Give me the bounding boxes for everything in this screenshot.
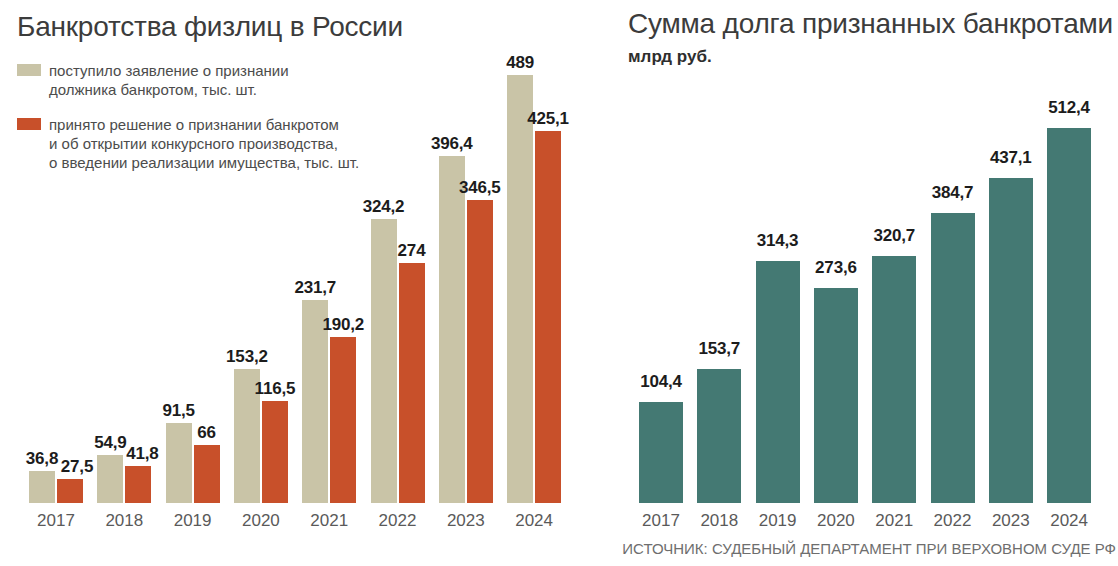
bar-declared [194, 445, 220, 503]
value-label: 41,8 [126, 444, 158, 464]
right-chart-subtitle: млрд руб. [628, 47, 712, 67]
bar-debt [697, 369, 741, 503]
legend-label: принято решение о признании банкротоми о… [49, 115, 359, 172]
x-axis-label: 2019 [759, 511, 797, 531]
x-axis-label: 2018 [105, 511, 143, 531]
bar-debt [639, 402, 683, 503]
value-label: 153,7 [699, 339, 741, 359]
value-label: 91,5 [162, 401, 194, 421]
bar-debt [989, 178, 1033, 503]
bar-debt [756, 261, 800, 503]
bar-declared [399, 263, 425, 503]
value-label: 320,7 [873, 226, 915, 246]
legend-item: поступило заявление о признаниидолжника … [17, 61, 289, 99]
x-axis-label: 2017 [37, 511, 75, 531]
value-label: 274 [398, 241, 426, 261]
bar-filed [439, 156, 465, 503]
bar-debt [814, 288, 858, 503]
bar-declared [57, 479, 83, 503]
legend-item: принято решение о признании банкротоми о… [17, 115, 359, 172]
value-label: 512,4 [1048, 98, 1090, 118]
value-label: 54,9 [94, 433, 126, 453]
x-axis-label: 2021 [875, 511, 913, 531]
bar-debt [1047, 128, 1091, 503]
bar-filed [166, 423, 192, 503]
bar-declared [262, 401, 288, 503]
x-axis-label: 2023 [992, 511, 1030, 531]
value-label: 66 [197, 423, 216, 443]
value-label: 231,7 [294, 278, 336, 298]
x-axis-label: 2020 [817, 511, 855, 531]
left-chart-title: Банкротства физлиц в России [17, 11, 403, 43]
value-label: 396,4 [431, 134, 473, 154]
x-axis-label: 2018 [700, 511, 738, 531]
bar-declared [330, 337, 356, 503]
legend-swatch [17, 118, 41, 130]
bar-debt [931, 213, 975, 503]
value-label: 116,5 [255, 379, 296, 399]
bar-declared [125, 466, 151, 503]
legend-swatch [17, 64, 41, 76]
bar-filed [507, 75, 533, 503]
x-axis-label: 2022 [379, 511, 417, 531]
value-label: 273,6 [815, 258, 857, 278]
infographic: Банкротства физлиц в России поступило за… [0, 0, 1118, 566]
x-axis-label: 2023 [447, 511, 485, 531]
value-label: 346,5 [459, 178, 501, 198]
value-label: 190,2 [322, 315, 364, 335]
value-label: 36,8 [26, 449, 58, 469]
value-label: 27,5 [61, 457, 93, 477]
value-label: 324,2 [363, 197, 405, 217]
value-label: 104,4 [640, 372, 682, 392]
value-label: 489 [506, 53, 534, 73]
x-axis-label: 2024 [515, 511, 553, 531]
x-axis-label: 2024 [1050, 511, 1088, 531]
value-label: 437,1 [990, 148, 1032, 168]
value-label: 153,2 [226, 347, 268, 367]
x-axis-label: 2022 [934, 511, 972, 531]
bar-filed [29, 471, 55, 503]
x-axis-label: 2021 [310, 511, 348, 531]
x-axis-label: 2017 [642, 511, 680, 531]
bar-filed [97, 455, 123, 503]
x-axis-label: 2020 [242, 511, 280, 531]
bar-debt [872, 256, 916, 503]
bar-declared [535, 131, 561, 503]
right-chart-title: Сумма долга признанных банкротами [628, 8, 1113, 40]
bar-declared [467, 200, 493, 503]
value-label: 384,7 [932, 183, 974, 203]
x-axis-label: 2019 [174, 511, 212, 531]
bar-filed [371, 219, 397, 503]
source-note: ИСТОЧНИК: СУДЕБНЫЙ ДЕПАРТАМЕНТ ПРИ ВЕРХО… [622, 540, 1116, 557]
value-label: 425,1 [527, 109, 569, 129]
value-label: 314,3 [757, 231, 799, 251]
legend-label: поступило заявление о признаниидолжника … [49, 61, 289, 99]
